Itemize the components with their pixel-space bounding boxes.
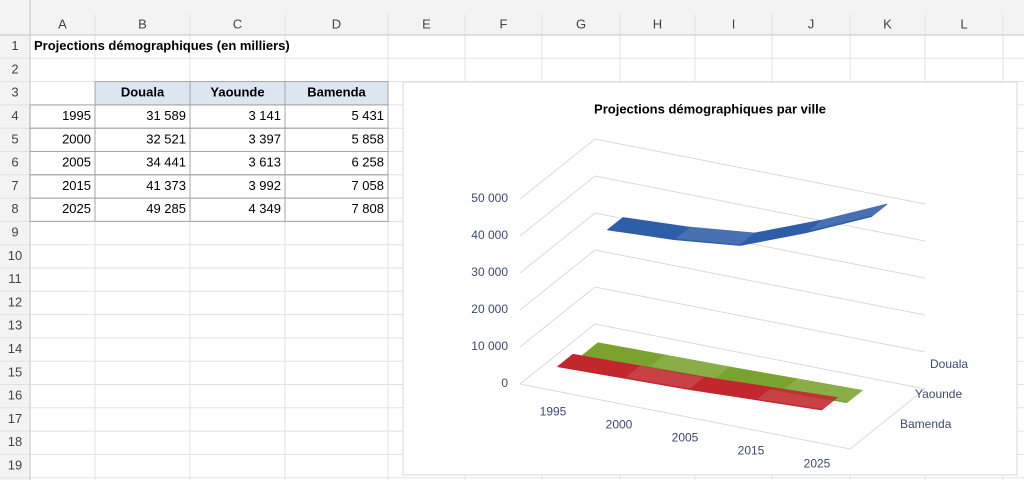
x-tick-label: 2025 (804, 457, 831, 471)
chart-area (402, 81, 1018, 476)
row-header-bar (0, 35, 30, 480)
x-tick-label: 2000 (606, 418, 633, 432)
column-header: J (808, 16, 815, 31)
column-header: K (883, 16, 892, 31)
cell-text: 1995 (62, 108, 91, 123)
cell-text: 7 808 (351, 201, 384, 216)
table-header: Yaounde (210, 85, 264, 100)
depth-label: Yaounde (915, 387, 962, 401)
series-line (607, 215, 873, 246)
grid-line (519, 175, 926, 242)
x-tick-label: 2015 (738, 444, 765, 458)
cell-text: 41 373 (146, 178, 186, 193)
cell-text: 2015 (62, 178, 91, 193)
cell-text: 34 441 (146, 155, 186, 170)
row-header: 19 (8, 457, 22, 472)
column-header: G (576, 16, 586, 31)
depth-label: Douala (930, 357, 968, 371)
cell-text: 2025 (62, 201, 91, 216)
row-header: 1 (11, 38, 18, 53)
column-header: E (422, 16, 431, 31)
y-tick-label: 10 000 (471, 339, 508, 353)
column-header: I (732, 16, 736, 31)
row-header: 4 (11, 108, 18, 123)
row-header: 11 (8, 271, 22, 286)
row-header: 17 (8, 411, 22, 426)
series-line (557, 365, 823, 411)
row-header: 14 (8, 341, 22, 356)
row-header: 9 (11, 224, 18, 239)
column-header: D (332, 16, 341, 31)
grid-line (519, 286, 926, 353)
y-tick-label: 0 (501, 376, 508, 390)
y-tick-label: 30 000 (471, 265, 508, 279)
sheet-title: Projections démographiques (en milliers) (34, 38, 290, 53)
cell-text: 3 992 (248, 178, 281, 193)
column-header: L (960, 16, 967, 31)
cell-text: 4 349 (248, 201, 281, 216)
cell-text: 5 431 (351, 108, 384, 123)
x-tick-label: 2005 (672, 431, 699, 445)
cell-text: 3 613 (248, 155, 281, 170)
table-header: Douala (121, 85, 165, 100)
cell-text: 2000 (62, 131, 91, 146)
column-header: A (58, 16, 67, 31)
cell-text: 49 285 (146, 201, 186, 216)
cell-text: 3 397 (248, 131, 281, 146)
column-header-bar (0, 0, 1024, 35)
row-header: 12 (8, 294, 22, 309)
cell-text: 2005 (62, 155, 91, 170)
chart-title: Projections démographiques par ville (594, 101, 826, 116)
cell-text: 7 058 (351, 178, 384, 193)
row-header: 18 (8, 434, 22, 449)
column-header: C (233, 16, 242, 31)
cell-text: 5 858 (351, 131, 384, 146)
y-tick-label: 40 000 (471, 228, 508, 242)
cell-text: 31 589 (146, 108, 186, 123)
grid-line (519, 212, 926, 279)
floor-edge (519, 383, 926, 450)
row-header: 2 (11, 61, 18, 76)
row-header: 13 (8, 318, 22, 333)
row-header: 5 (11, 131, 18, 146)
grid-line (519, 138, 926, 205)
x-tick-label: 1995 (540, 405, 567, 419)
row-header: 3 (11, 85, 18, 100)
row-header: 10 (8, 248, 22, 263)
row-header: 6 (11, 155, 18, 170)
cell-text: 6 258 (351, 155, 384, 170)
cell-text: 32 521 (146, 131, 186, 146)
grid-line (519, 249, 926, 316)
y-tick-label: 50 000 (471, 191, 508, 205)
grid-line (519, 323, 926, 390)
cell (284, 197, 389, 222)
column-header: H (653, 16, 662, 31)
y-tick-label: 20 000 (471, 302, 508, 316)
column-header: F (500, 16, 508, 31)
cell-text: 3 141 (248, 108, 281, 123)
depth-label: Bamenda (900, 417, 952, 431)
row-header: 8 (11, 201, 18, 216)
table-header: Bamenda (307, 85, 366, 100)
column-header: B (138, 16, 147, 31)
row-header: 16 (8, 388, 22, 403)
row-header: 15 (8, 364, 22, 379)
row-header: 7 (11, 178, 18, 193)
